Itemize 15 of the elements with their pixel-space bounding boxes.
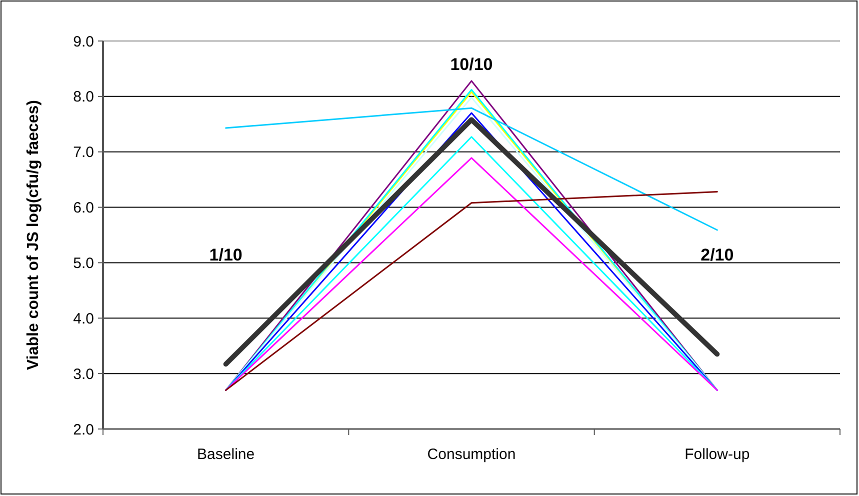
y-tick-label: 2.0 — [73, 421, 94, 438]
y-tick-label: 6.0 — [73, 200, 94, 217]
annotation: 10/10 — [450, 55, 493, 74]
y-tick-label: 8.0 — [73, 88, 94, 106]
y-tick-label: 4.0 — [73, 310, 94, 328]
y-tick-label: 9.0 — [73, 33, 94, 50]
annotation: 2/10 — [700, 245, 734, 264]
x-tick-label: Follow-up — [684, 446, 750, 463]
y-axis-title: Viable count of JS log(cfu/g faeces) — [25, 100, 42, 370]
y-tick-label: 3.0 — [73, 366, 94, 383]
y-tick-label: 5.0 — [73, 254, 94, 272]
annotation: 1/10 — [209, 245, 242, 264]
y-tick-label: 7.0 — [73, 144, 94, 162]
x-tick-label: Baseline — [197, 446, 255, 463]
x-tick-label: Consumption — [427, 446, 516, 463]
